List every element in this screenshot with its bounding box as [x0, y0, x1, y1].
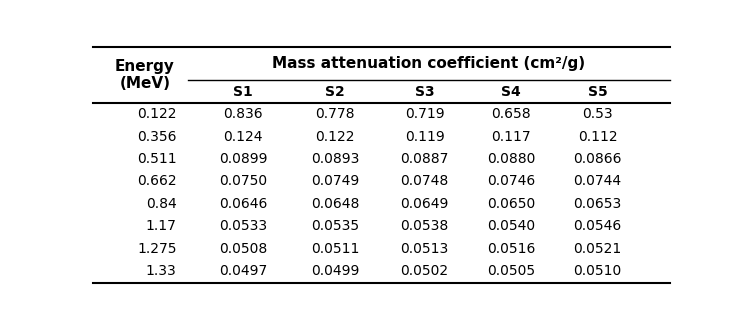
Text: 0.0648: 0.0648 [311, 197, 359, 211]
Text: 0.0880: 0.0880 [487, 152, 535, 166]
Text: 0.112: 0.112 [577, 129, 618, 143]
Text: 0.122: 0.122 [137, 107, 176, 121]
Text: 0.0538: 0.0538 [400, 219, 449, 233]
Text: 0.84: 0.84 [146, 197, 176, 211]
Text: 0.511: 0.511 [137, 152, 176, 166]
Text: 0.0893: 0.0893 [311, 152, 359, 166]
Text: 0.0750: 0.0750 [219, 174, 267, 188]
Text: 0.778: 0.778 [315, 107, 355, 121]
Text: 0.0497: 0.0497 [219, 264, 267, 278]
Text: 0.0746: 0.0746 [487, 174, 535, 188]
Text: 0.0533: 0.0533 [219, 219, 267, 233]
Text: 0.0744: 0.0744 [574, 174, 621, 188]
Text: 0.0499: 0.0499 [311, 264, 359, 278]
Text: S4: S4 [501, 84, 521, 98]
Text: 0.662: 0.662 [137, 174, 176, 188]
Text: S3: S3 [414, 84, 434, 98]
Text: 0.0510: 0.0510 [574, 264, 622, 278]
Text: 1.275: 1.275 [137, 242, 176, 256]
Text: S5: S5 [588, 84, 607, 98]
Text: 1.33: 1.33 [146, 264, 176, 278]
Text: 0.0653: 0.0653 [574, 197, 622, 211]
Text: 0.122: 0.122 [315, 129, 355, 143]
Text: 0.0502: 0.0502 [400, 264, 449, 278]
Text: 0.0546: 0.0546 [574, 219, 622, 233]
Text: 0.0649: 0.0649 [400, 197, 449, 211]
Text: 0.0899: 0.0899 [219, 152, 267, 166]
Text: 0.719: 0.719 [405, 107, 444, 121]
Text: 0.0540: 0.0540 [487, 219, 535, 233]
Text: 0.0505: 0.0505 [487, 264, 535, 278]
Text: 0.124: 0.124 [223, 129, 263, 143]
Text: S2: S2 [325, 84, 345, 98]
Text: 0.117: 0.117 [491, 129, 531, 143]
Text: 0.0513: 0.0513 [400, 242, 449, 256]
Text: 0.0749: 0.0749 [311, 174, 359, 188]
Text: 0.53: 0.53 [583, 107, 613, 121]
Text: S1: S1 [233, 84, 253, 98]
Text: 0.0646: 0.0646 [219, 197, 267, 211]
Text: 0.0887: 0.0887 [400, 152, 449, 166]
Text: 0.119: 0.119 [405, 129, 444, 143]
Text: 0.0866: 0.0866 [574, 152, 622, 166]
Text: 0.0535: 0.0535 [311, 219, 359, 233]
Text: 0.0508: 0.0508 [219, 242, 267, 256]
Text: 0.0521: 0.0521 [574, 242, 622, 256]
Text: 0.658: 0.658 [491, 107, 531, 121]
Text: Energy
(MeV): Energy (MeV) [115, 59, 175, 91]
Text: 0.0511: 0.0511 [311, 242, 359, 256]
Text: 1.17: 1.17 [146, 219, 176, 233]
Text: Mass attenuation coefficient (cm²/g): Mass attenuation coefficient (cm²/g) [272, 56, 586, 71]
Text: 0.836: 0.836 [223, 107, 263, 121]
Text: 0.0748: 0.0748 [400, 174, 449, 188]
Text: 0.0650: 0.0650 [487, 197, 535, 211]
Text: 0.356: 0.356 [137, 129, 176, 143]
Text: 0.0516: 0.0516 [487, 242, 535, 256]
